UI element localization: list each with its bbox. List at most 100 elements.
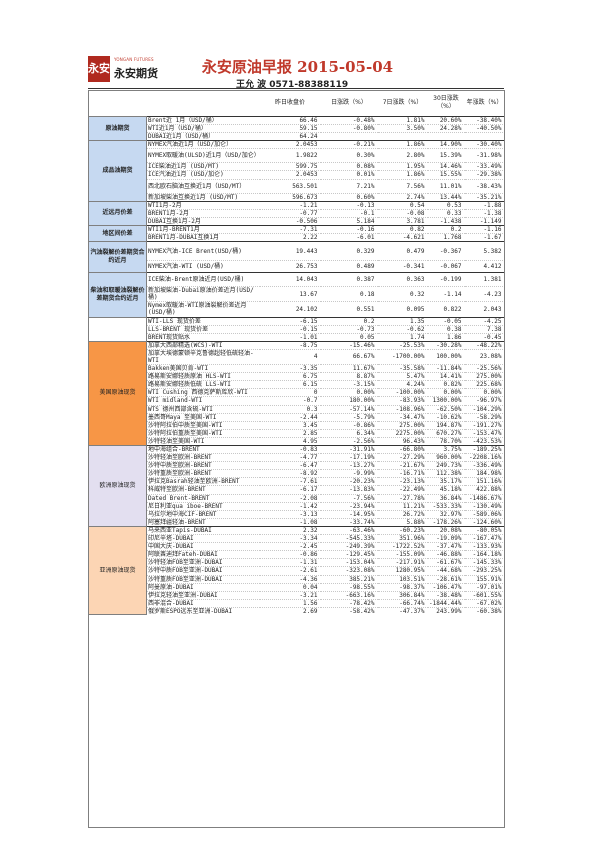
table-row: 亚洲原油现货 马来西亚Tapis-DUBAI 2.32 -63.46% -60.23% 2…: [88, 525, 505, 616]
daily-change-cell: 8.87%: [320, 372, 378, 381]
close-price-cell: 59.15: [259, 124, 321, 133]
7day-change-cell: 3.50%: [377, 124, 428, 133]
7day-change-cell: -27.78%: [377, 493, 428, 503]
daily-change-cell: 0.01%: [320, 170, 378, 180]
item-name-cell: 俄罗斯ESPO远东至亚洲-DUBAI: [146, 606, 260, 615]
daily-change-cell: 180.00%: [320, 396, 378, 406]
7day-change-cell: 0.82: [377, 224, 428, 234]
annual-change-cell: -80.05%: [464, 525, 505, 535]
30day-change-cell: 24.28%: [427, 124, 465, 133]
table-row: 新加坡柴油互换近1月 (USD/MT) 596.673 0.60% 2.74% 13.4…: [89, 192, 505, 202]
7day-change-cell: 11.21%: [377, 501, 428, 511]
logo-english-text: YONGAN FUTURES: [114, 57, 154, 62]
item-name-cell: WTI近1月（USD/桶）: [146, 124, 260, 133]
30day-change-cell: -0.199: [427, 272, 465, 287]
annual-change-cell: -189.25%: [464, 444, 505, 454]
annual-change-cell: -145.33%: [464, 558, 505, 567]
30day-change-cell: [427, 132, 465, 141]
30day-change-cell: 45.18%: [427, 485, 465, 495]
item-name-cell: WTI1月-BRENT1月: [146, 224, 260, 234]
table-row: 路易斯安娜轻质低硫 LLS-WTI 6.15 -3.15% 4.24% 0.82% 225…: [89, 380, 505, 389]
daily-change-cell: 0.329: [320, 241, 378, 261]
close-price-cell: 2.0453: [259, 170, 321, 180]
table-row: 原油期货 Brent近 1月（USD/桶） 66.46 -0.48% 1.81% 20.6…: [88, 115, 505, 142]
7day-change-cell: 1280.95%: [377, 566, 428, 575]
30day-change-cell: 1.86: [427, 332, 465, 342]
table-row: 汽油裂解价差期货合约近月 NYMEX汽油-ICE Brent(USD/桶) 19.4…: [88, 241, 505, 274]
7day-change-cell: -25.53%: [377, 340, 428, 350]
daily-change-cell: -0.1: [320, 208, 378, 218]
30day-change-cell: 0.82%: [427, 380, 465, 389]
daily-change-cell: 0.2: [320, 316, 378, 326]
close-price-cell: -0.77: [259, 208, 321, 218]
close-price-cell: -6.15: [259, 316, 321, 326]
close-price-cell: 14.043: [259, 272, 321, 287]
annual-change-cell: 7.38: [464, 324, 505, 334]
daily-change-cell: 5.184: [320, 216, 378, 226]
30day-change-cell: 15.55%: [427, 170, 465, 180]
item-name-cell: BRENT1月-2月: [146, 208, 260, 218]
item-name-cell: 沙特中质FOB至亚洲-DUBAI: [146, 566, 260, 575]
daily-change-cell: 6.34%: [320, 428, 378, 438]
7day-change-cell: -217.91%: [377, 558, 428, 567]
30day-change-cell: 14.90%: [427, 140, 465, 149]
30day-change-cell: -19.09%: [427, 534, 465, 543]
annual-change-cell: -1.149: [464, 216, 505, 226]
item-name-cell: Brent近 1月（USD/桶）: [146, 115, 260, 125]
close-price-cell: -1.31: [259, 558, 321, 567]
close-price-cell: -6.47: [259, 461, 321, 470]
annual-change-cell: -1.38: [464, 208, 505, 218]
table-row: ICE汽油近1月 (USD/加仑) 2.0453 0.01% 1.86% 15.55% -…: [89, 170, 505, 180]
annual-change-cell: -58.29%: [464, 412, 505, 422]
7day-change-cell: -16.71%: [377, 469, 428, 478]
annual-change-cell: -130.49%: [464, 501, 505, 511]
annual-change-cell: 184.98%: [464, 469, 505, 478]
crude-oil-table: 昨日收盘价 日涨跌（%） 7日涨跌（%） 30日涨跌（%） 年涨跌（%） 原油期…: [88, 90, 505, 616]
item-name-cell: NYMEX汽油-WTI (USD/桶): [146, 260, 260, 273]
annual-change-cell: -589.06%: [464, 509, 505, 519]
table-row: 乌拉尔地中海CIF-BRENT -3.13 -14.95% 26.72% 32.97% -…: [89, 509, 505, 519]
item-name-cell: NYMEX汽油近1月（USD/加仑）: [146, 140, 260, 149]
annual-change-cell: 0.00%: [464, 388, 505, 397]
daily-change-cell: -78.42%: [320, 598, 378, 608]
7day-change-cell: -0.62: [377, 324, 428, 334]
daily-change-cell: 0.60%: [320, 192, 378, 202]
30day-change-cell: -38.48%: [427, 590, 465, 600]
table-row: 印尼辛塔-DUBAI -3.34 -545.33% 351.96% -19.09% -16…: [89, 534, 505, 543]
item-name-cell: 阿塞拜疆轻油-BRENT: [146, 517, 260, 527]
daily-change-cell: -153.04%: [320, 558, 378, 567]
table-row: Nymex取暖油-WTI原油裂解价差近月(USD/桶) 24.102 0.551 0.…: [89, 301, 505, 317]
daily-change-cell: -663.16%: [320, 590, 378, 600]
close-price-cell: 0: [259, 388, 321, 397]
close-price-cell: -3.35: [259, 364, 321, 373]
table-row: NYMEX取暖油(ULSD)近1月（USD/加仑） 1.9822 0.30% 2.80…: [89, 148, 505, 163]
annual-change-cell: -167.47%: [464, 534, 505, 543]
item-name-cell: 乌拉尔地中海CIF-BRENT: [146, 509, 260, 519]
close-price-cell: 6.75: [259, 372, 321, 381]
annual-change-cell: 155.91%: [464, 574, 505, 584]
table-row: 新加坡柴油-Dubai原油价差近月(USD/桶) 13.67 0.18 0.32 -1.…: [89, 286, 505, 302]
close-price-cell: -2.45: [259, 542, 321, 551]
30day-change-cell: 249.73%: [427, 461, 465, 470]
table-row: WTI midland-WTI -0.7 180.00% -83.93% 1300.00…: [89, 396, 505, 406]
7day-change-cell: 275.00%: [377, 420, 428, 430]
daily-change-cell: -249.39%: [320, 542, 378, 551]
item-name-cell: 加拿大埃德蒙顿辛克鲁德超轻低硫轻油-WTI: [146, 348, 260, 365]
7day-change-cell: 1.35: [377, 316, 428, 326]
item-name-cell: 沙特重质FOB至亚洲-DUBAI: [146, 574, 260, 584]
30day-change-cell: 243.99%: [427, 606, 465, 615]
close-price-cell: 0.3: [259, 404, 321, 414]
30day-change-cell: 0.2: [427, 224, 465, 234]
item-name-cell: 马来西亚Tapis-DUBAI: [146, 525, 260, 535]
close-price-cell: -7.61: [259, 477, 321, 486]
table-header-row: 昨日收盘价 日涨跌（%） 7日涨跌（%） 30日涨跌（%） 年涨跌（%）: [89, 90, 505, 117]
table-row: 沙特轻油FOB至亚洲-DUBAI -1.31 -153.04% -217.91% -61…: [89, 558, 505, 567]
table-body: 昨日收盘价 日涨跌（%） 7日涨跌（%） 30日涨跌（%） 年涨跌（%） 原油期…: [88, 90, 505, 616]
daily-change-cell: -14.95%: [320, 509, 378, 519]
item-name-cell: 西北欧石脑油互换近1月（USD/MT）: [146, 178, 260, 194]
close-price-cell: 2.22: [259, 233, 321, 242]
30day-change-cell: -61.67%: [427, 558, 465, 567]
annual-change-cell: -60.38%: [464, 606, 505, 615]
7day-change-cell: 2.80%: [377, 148, 428, 163]
annual-change-cell: 23.08%: [464, 348, 505, 365]
